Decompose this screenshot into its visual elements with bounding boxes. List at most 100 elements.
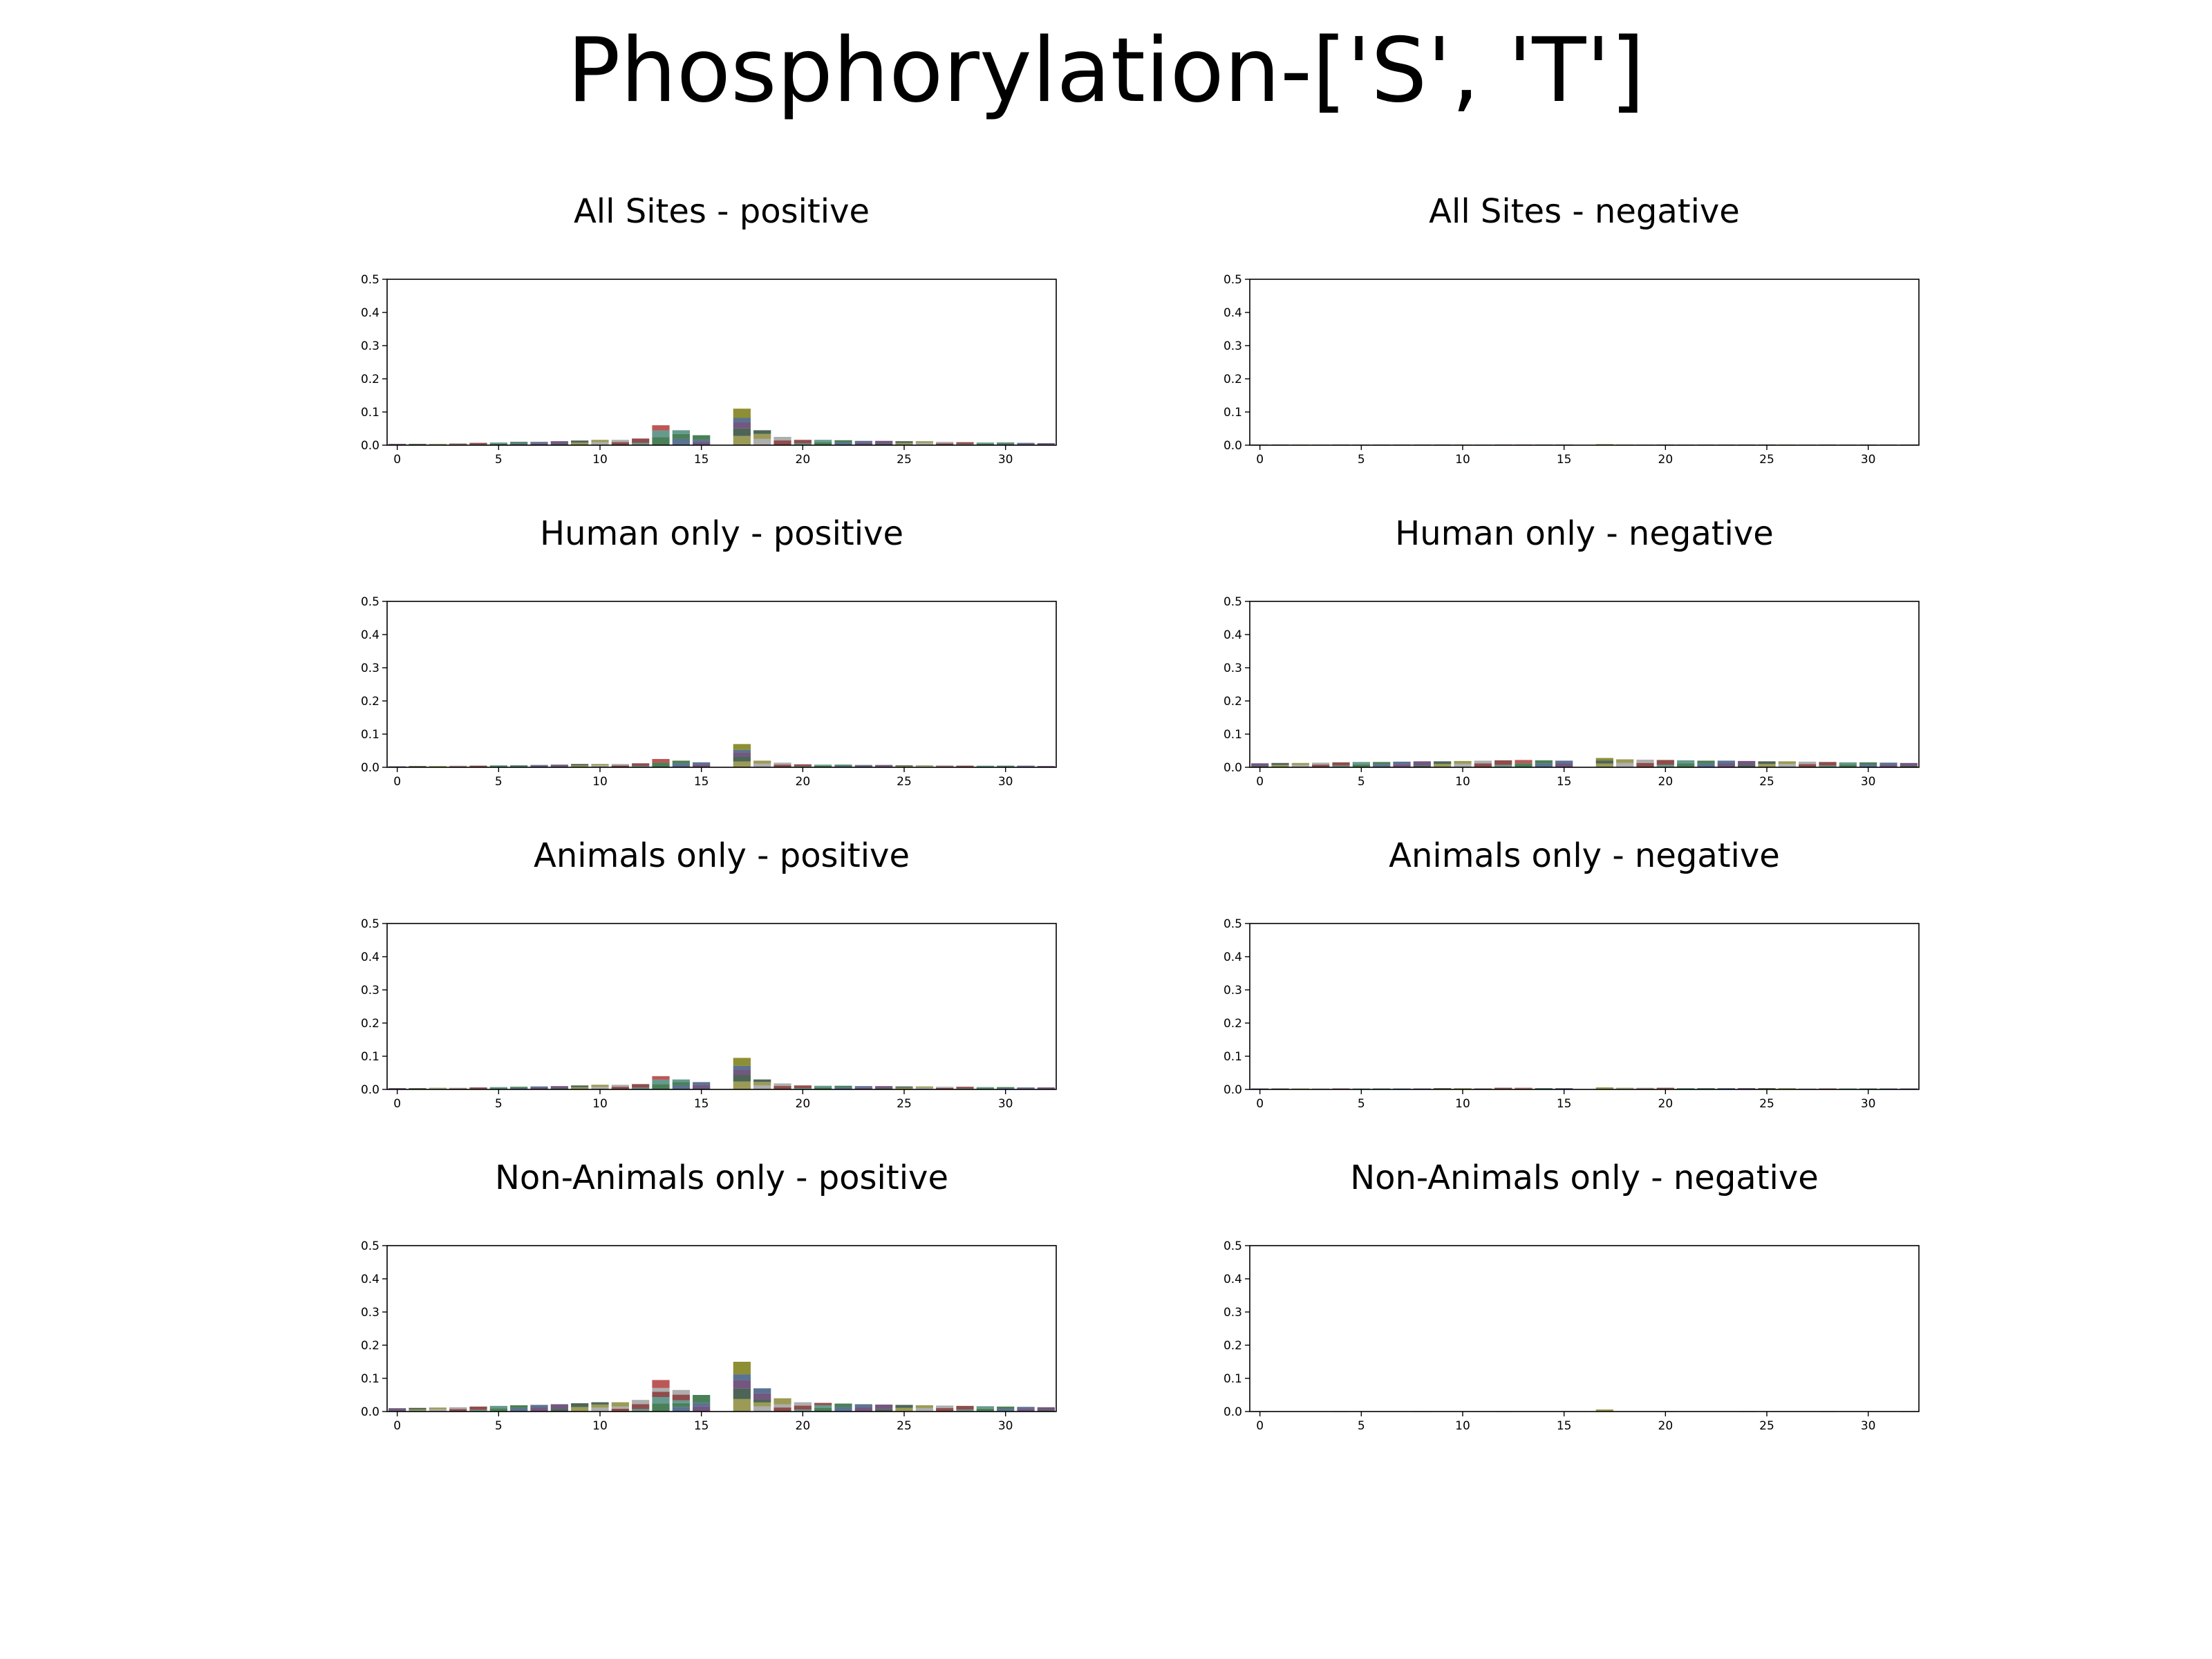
logo-letter-segment <box>1037 443 1055 445</box>
logo-letter-segment <box>915 1407 933 1412</box>
logo-letter-segment <box>854 442 872 445</box>
logo-letter-segment <box>611 1402 629 1407</box>
logo-letter-segment <box>672 1394 690 1400</box>
logo-letter-segment <box>449 444 467 445</box>
x-tick-label: 5 <box>495 1419 503 1433</box>
logo-letter-segment <box>672 433 690 439</box>
logo-stack-18 <box>753 1388 771 1412</box>
x-tick-label: 15 <box>694 775 709 789</box>
y-tick-label: 0.3 <box>361 984 379 997</box>
logo-letter-segment <box>550 444 568 445</box>
logo-stack-31 <box>1017 442 1035 445</box>
logo-letter-segment <box>915 1086 933 1088</box>
panel-title: Human only - positive <box>540 514 903 553</box>
logo-letter-segment <box>854 440 872 443</box>
logo-stack-7 <box>530 1086 548 1089</box>
logo-letter-segment <box>489 1405 507 1409</box>
y-tick-label: 0.1 <box>361 1372 379 1386</box>
logo-letter-segment <box>409 766 427 767</box>
logo-letter-segment <box>753 1393 771 1400</box>
logo-stack-9 <box>571 1403 589 1412</box>
panel-title: Animals only - positive <box>534 836 910 875</box>
logo-letter-segment <box>510 442 528 444</box>
logo-letter-segment <box>611 765 629 767</box>
logo-stack-15 <box>693 762 711 767</box>
logo-stack-31 <box>1017 1087 1035 1089</box>
logo-letter-segment <box>409 1407 427 1410</box>
logo-letter-segment <box>1017 765 1035 767</box>
logo-stack-18 <box>753 760 771 767</box>
logo-letter-segment <box>956 1405 974 1410</box>
logo-letter-segment <box>510 766 528 767</box>
logo-letter-segment <box>1312 765 1330 767</box>
axes-frame <box>386 279 1057 446</box>
x-tick-label: 30 <box>1861 1097 1876 1111</box>
logo-letter-segment <box>1494 760 1512 765</box>
logo-panel-1: All Sites - negative 0 5 10 15 20 25 30 0.0 0.1 0.… <box>1224 192 1920 467</box>
logo-letter-segment <box>1717 1088 1735 1089</box>
logo-letter-segment <box>1697 763 1715 767</box>
x-tick-label: 20 <box>1658 1097 1674 1111</box>
logo-letter-segment <box>591 765 609 767</box>
y-tick-label: 0.5 <box>1224 595 1242 609</box>
logo-letter-segment <box>510 1087 528 1089</box>
x-tick-label: 30 <box>1861 775 1876 789</box>
logo-letter-segment <box>1819 762 1837 766</box>
y-tick-label: 0.3 <box>361 662 379 675</box>
x-tick-label: 0 <box>393 1097 401 1111</box>
x-tick-label: 15 <box>694 1097 709 1111</box>
x-tick-label: 15 <box>1557 1097 1572 1111</box>
y-tick-label: 0.5 <box>361 1239 379 1253</box>
logo-letter-segment <box>1413 765 1431 767</box>
logo-letter-segment <box>672 1407 690 1412</box>
logo-letter-segment <box>672 1082 690 1085</box>
logo-letter-segment <box>834 442 852 445</box>
logo-letter-segment <box>672 1085 690 1089</box>
logo-letter-segment <box>1474 760 1492 764</box>
x-tick-label: 5 <box>1358 1097 1365 1111</box>
logo-letter-segment <box>834 440 852 442</box>
logo-letter-segment <box>774 437 791 441</box>
logo-letter-segment <box>388 1088 406 1089</box>
axes-frame <box>386 601 1057 768</box>
logo-letter-segment <box>672 1389 690 1395</box>
logo-letter-segment <box>997 442 1015 444</box>
logo-letter-segment <box>814 1407 832 1412</box>
logo-letter-segment <box>489 765 507 767</box>
logo-letter-segment <box>895 1405 913 1408</box>
logo-panel-6: Non-Animals only - positive 0 5 10 15 20 25 30 0… <box>361 1159 1057 1433</box>
logo-letter-segment <box>591 1085 609 1087</box>
logo-letter-segment <box>652 430 670 438</box>
logo-stack-17 <box>733 1058 751 1089</box>
logo-stack-7 <box>530 1405 548 1412</box>
logo-letter-segment <box>814 1403 832 1405</box>
logo-letter-segment <box>632 442 650 445</box>
logo-letter-segment <box>1454 763 1472 767</box>
logo-stack-32 <box>1900 762 1918 767</box>
logo-letter-segment <box>1393 761 1411 765</box>
logo-letter-segment <box>672 430 690 434</box>
logo-letter-segment <box>591 1087 609 1089</box>
logo-letter-segment <box>1656 760 1674 765</box>
logo-stack-1 <box>1271 762 1289 767</box>
logo-letter-segment <box>936 1087 954 1088</box>
logo-letter-segment <box>693 1395 711 1403</box>
logo-letter-segment <box>1819 765 1837 767</box>
y-tick-label: 0.5 <box>361 273 379 287</box>
logo-letter-segment <box>429 1407 447 1409</box>
logo-letter-segment <box>1880 762 1897 765</box>
axes-frame <box>386 1245 1057 1412</box>
logo-letter-segment <box>976 1408 994 1412</box>
logo-letter-segment <box>774 762 791 765</box>
logo-letter-segment <box>976 443 994 445</box>
x-tick-label: 20 <box>796 453 811 467</box>
logo-letter-segment <box>591 1407 609 1412</box>
logo-letter-segment <box>1454 1088 1472 1089</box>
logo-stack-11 <box>611 440 629 445</box>
logo-stack-5 <box>1352 762 1370 767</box>
logo-stack-8 <box>550 441 568 445</box>
logo-letter-segment <box>753 1399 771 1403</box>
y-tick-label: 0.0 <box>1224 1083 1242 1097</box>
y-tick-label: 0.5 <box>361 595 379 609</box>
logo-stack-3 <box>449 1407 467 1412</box>
